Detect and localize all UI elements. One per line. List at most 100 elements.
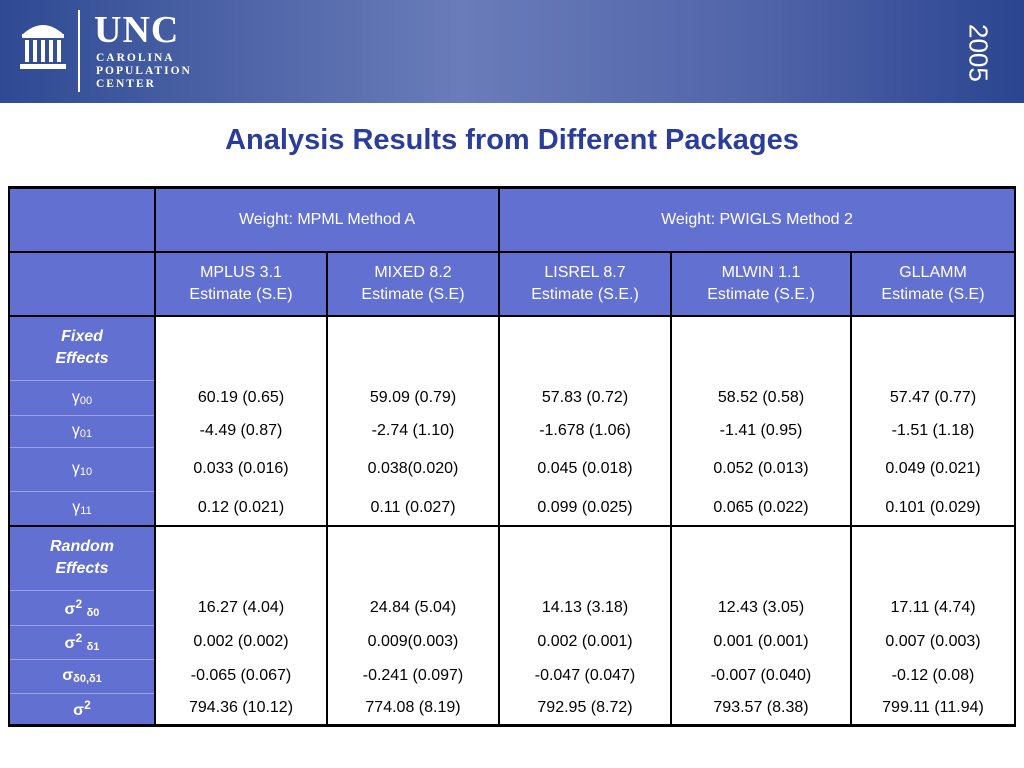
empty-cell: [498, 316, 672, 380]
logo-line-2: POPULATION: [96, 65, 192, 77]
table-cell: -0.12 (0.08): [850, 659, 1016, 693]
table-cell: 24.84 (5.04): [326, 590, 500, 625]
table-cell: 14.13 (3.18): [498, 590, 672, 625]
table-row: γ10 0.033 (0.016) 0.038(0.020) 0.045 (0.…: [8, 447, 1016, 492]
param-symbol: γ: [71, 422, 80, 439]
table-cell: 60.19 (0.65): [154, 380, 328, 415]
table-row: γ01 -4.49 (0.87) -2.74 (1.10) -1.678 (1.…: [8, 415, 1016, 448]
parameter-label: γ01: [8, 415, 156, 448]
logo-subtitle: CAROLINA POPULATION CENTER: [96, 52, 192, 91]
table-cell: 0.038(0.020): [326, 447, 500, 491]
table-row: σ2 δ0 16.27 (4.04) 24.84 (5.04) 14.13 (3…: [8, 590, 1016, 626]
package-name: MPLUS 3.1: [200, 264, 282, 281]
table-cell: 799.11 (11.94): [850, 693, 1016, 727]
table-cell: 0.002 (0.002): [154, 625, 328, 659]
table-cell: -0.065 (0.067): [154, 659, 328, 693]
table-cell: 16.27 (4.04): [154, 590, 328, 625]
table-cell: 17.11 (4.74): [850, 590, 1016, 625]
empty-cell: [154, 316, 328, 380]
table-cell: 0.009(0.003): [326, 625, 500, 659]
empty-cell: [326, 316, 500, 380]
table-cell: 0.007 (0.003): [850, 625, 1016, 659]
param-symbol: σ: [64, 600, 76, 618]
table-row: σ2 794.36 (10.12) 774.08 (8.19) 792.95 (…: [8, 693, 1016, 727]
corner-cell-2: [8, 252, 156, 317]
table-cell: -0.241 (0.097): [326, 659, 500, 693]
package-name: MIXED 8.2: [374, 264, 452, 281]
table-cell: -4.49 (0.87): [154, 415, 328, 447]
param-symbol: γ: [71, 460, 80, 477]
logo-name: UNC: [94, 9, 180, 51]
table-cell: 0.065 (0.022): [670, 491, 852, 526]
table-cell: -0.007 (0.040): [670, 659, 852, 693]
empty-cell: [670, 316, 852, 380]
column-header: MLWIN 1.1 Estimate (S.E.): [670, 252, 852, 317]
table-cell: 0.033 (0.016): [154, 447, 328, 491]
param-subscript: 10: [79, 466, 93, 478]
parameter-label: σδ0,δ1: [8, 659, 156, 694]
param-subscript: 11: [80, 505, 92, 518]
param-symbol: γ: [71, 388, 80, 406]
table-cell: 58.52 (0.58): [670, 380, 852, 415]
table-cell: 0.101 (0.029): [850, 491, 1016, 526]
column-header: GLLAMM Estimate (S.E): [850, 252, 1016, 317]
section-label-random: Random Effects: [8, 525, 156, 591]
param-superscript: 2: [75, 631, 83, 645]
empty-cell: [154, 525, 328, 590]
column-header: MPLUS 3.1 Estimate (S.E): [154, 252, 328, 317]
empty-cell: [850, 525, 1016, 590]
table-cell: 774.08 (8.19): [326, 693, 500, 727]
table-cell: 0.002 (0.001): [498, 625, 672, 659]
table-cell: 0.045 (0.018): [498, 447, 672, 491]
parameter-label: σ2 δ1: [8, 625, 156, 660]
logo-line-1: CAROLINA: [96, 52, 175, 64]
package-name: LISREL 8.7: [544, 264, 626, 281]
year-label: 2005: [963, 24, 994, 82]
table-cell: 0.052 (0.013): [670, 447, 852, 491]
empty-cell: [498, 525, 672, 590]
empty-cell: [850, 316, 1016, 380]
table-cell: 59.09 (0.79): [326, 380, 500, 415]
parameter-label: γ10: [8, 447, 156, 492]
package-name: GLLAMM: [899, 264, 967, 281]
table-row: γ11 0.12 (0.021) 0.11 (0.027) 0.099 (0.0…: [8, 491, 1016, 527]
logo-line-3: CENTER: [96, 78, 156, 90]
section-row-fixed: Fixed Effects: [8, 316, 1016, 381]
param-subscript: δ0: [86, 606, 100, 619]
param-symbol: σ: [62, 667, 74, 684]
param-superscript: 2: [84, 697, 91, 712]
param-symbol: γ: [72, 499, 81, 517]
table-cell: -2.74 (1.10): [326, 415, 500, 447]
parameter-label: γ11: [8, 491, 156, 527]
section-label-line: Effects: [55, 560, 109, 578]
table-row: σδ0,δ1 -0.065 (0.067) -0.241 (0.097) -0.…: [8, 659, 1016, 694]
column-header: MIXED 8.2 Estimate (S.E): [326, 252, 500, 317]
param-symbol: σ: [64, 635, 76, 652]
parameter-label: σ2 δ0: [8, 590, 156, 626]
parameter-label: γ00: [8, 380, 156, 416]
table-cell: 792.95 (8.72): [498, 693, 672, 727]
table-cell: 0.11 (0.027): [326, 491, 500, 526]
section-label-fixed: Fixed Effects: [8, 316, 156, 381]
table-cell: -0.047 (0.047): [498, 659, 672, 693]
section-label-line: Fixed: [61, 328, 103, 346]
empty-cell: [670, 525, 852, 590]
weight-b-header: Weight: PWIGLS Method 2: [498, 186, 1016, 253]
header-row-weights: Weight: MPML Method A Weight: PWIGLS Met…: [8, 186, 1016, 253]
header-banner: UNC CAROLINA POPULATION CENTER 2005: [0, 0, 1024, 103]
header-row-packages: MPLUS 3.1 Estimate (S.E) MIXED 8.2 Estimat…: [8, 252, 1016, 317]
param-subscript: δ1: [86, 641, 100, 653]
section-row-random: Random Effects: [8, 525, 1016, 591]
column-subtitle: Estimate (S.E): [881, 286, 985, 303]
parameter-label: σ2: [8, 693, 156, 727]
page-title: Analysis Results from Different Packages: [225, 124, 799, 156]
column-subtitle: Estimate (S.E.): [531, 286, 639, 303]
param-subscript: δ0,δ1: [73, 673, 102, 685]
param-symbol: σ: [73, 701, 85, 719]
column-subtitle: Estimate (S.E): [189, 286, 293, 303]
table-cell: 0.049 (0.021): [850, 447, 1016, 491]
table-row: γ00 60.19 (0.65) 59.09 (0.79) 57.83 (0.7…: [8, 380, 1016, 416]
table-cell: 0.12 (0.021): [154, 491, 328, 526]
column-subtitle: Estimate (S.E.): [707, 286, 815, 303]
table-cell: 0.001 (0.001): [670, 625, 852, 659]
